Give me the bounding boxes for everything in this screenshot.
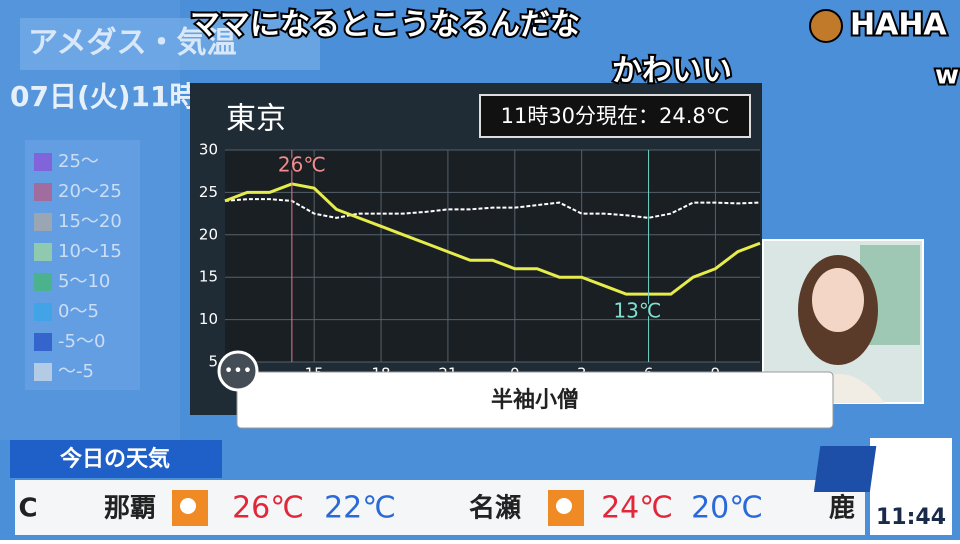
current-label: 11時30分現在：24.8℃ — [501, 104, 730, 128]
y-tick-label: 10 — [199, 310, 218, 328]
map-title: アメダス・気温 — [28, 26, 237, 61]
legend-label: 10～15 — [58, 241, 122, 262]
weather-icon-sun — [180, 498, 196, 514]
ticker-high: 26℃ — [232, 491, 304, 526]
y-tick-label: 15 — [199, 268, 218, 286]
y-tick-label: 20 — [199, 225, 218, 243]
series-line — [224, 198, 761, 219]
ticker-low: 22℃ — [324, 491, 396, 526]
y-tick-label: 30 — [199, 141, 218, 159]
clock-box — [870, 438, 952, 535]
legend-label: ～-5 — [58, 361, 94, 382]
comment-icon — [217, 350, 259, 392]
comment-icon-dots: ••• — [224, 361, 252, 380]
plot: 51015202530151821036926℃13℃ — [199, 141, 761, 383]
ticker-city: 那覇 — [104, 494, 156, 524]
ticker-bar — [15, 480, 865, 535]
comment-text: 半袖小僧 — [491, 387, 579, 413]
logo-bg — [813, 446, 877, 492]
ticker-high: 24℃ — [601, 491, 673, 526]
ticker-city: 名瀬 — [469, 493, 521, 524]
series-line — [224, 182, 761, 296]
min-label: 13℃ — [613, 299, 661, 323]
legend-label: 0～5 — [58, 301, 99, 322]
overlay-comment: w — [935, 61, 959, 91]
clock-time: 11:44 — [876, 505, 946, 530]
map-title-bg — [20, 18, 320, 70]
legend-swatch — [34, 333, 52, 351]
ticker-heading: 今日の天気 — [60, 446, 170, 472]
legend-label: -5～0 — [58, 331, 105, 352]
legend-swatch — [34, 153, 52, 171]
chart-title: 東京 — [226, 102, 286, 137]
overlay-comment: ママになるとこうなるんだな — [190, 8, 580, 43]
legend-swatch — [34, 243, 52, 261]
legend-swatch — [34, 303, 52, 321]
bear-icon — [809, 9, 843, 43]
legend-label: 25～ — [58, 151, 99, 172]
y-tick-label: 5 — [208, 353, 218, 371]
legend-swatch — [34, 273, 52, 291]
legend-swatch — [34, 183, 52, 201]
ticker: C 那覇 26℃ 22℃ 名瀬 24℃ 20℃ 鹿 — [18, 490, 855, 526]
weather-icon-sun — [556, 498, 572, 514]
legend-label: 20～25 — [58, 181, 122, 202]
max-label: 26℃ — [278, 152, 326, 176]
legend-label: 15～20 — [58, 211, 122, 232]
ticker-city: 鹿 — [829, 493, 855, 524]
plot-area — [225, 150, 760, 362]
legend-swatch — [34, 213, 52, 231]
overlay-comment: かわいい — [612, 54, 732, 89]
legend: 25～ 20～25 15～20 10～15 5～10 0～5 -5～0 ～-5 — [34, 151, 122, 382]
comment-box — [236, 371, 834, 429]
legend-label: 5～10 — [58, 271, 110, 292]
y-tick-label: 25 — [199, 183, 218, 201]
ticker-heading-bg — [10, 440, 222, 478]
overlay-comment: HAHA — [850, 8, 947, 43]
presenter-face — [812, 268, 864, 332]
map-date: 07日(火)11時 — [10, 80, 198, 113]
legend-panel — [25, 140, 140, 390]
ticker-low: 20℃ — [691, 491, 763, 526]
current-box — [479, 94, 751, 138]
ticker-city: C — [18, 494, 37, 524]
legend-swatch — [34, 363, 52, 381]
logo: WN — [883, 455, 930, 483]
